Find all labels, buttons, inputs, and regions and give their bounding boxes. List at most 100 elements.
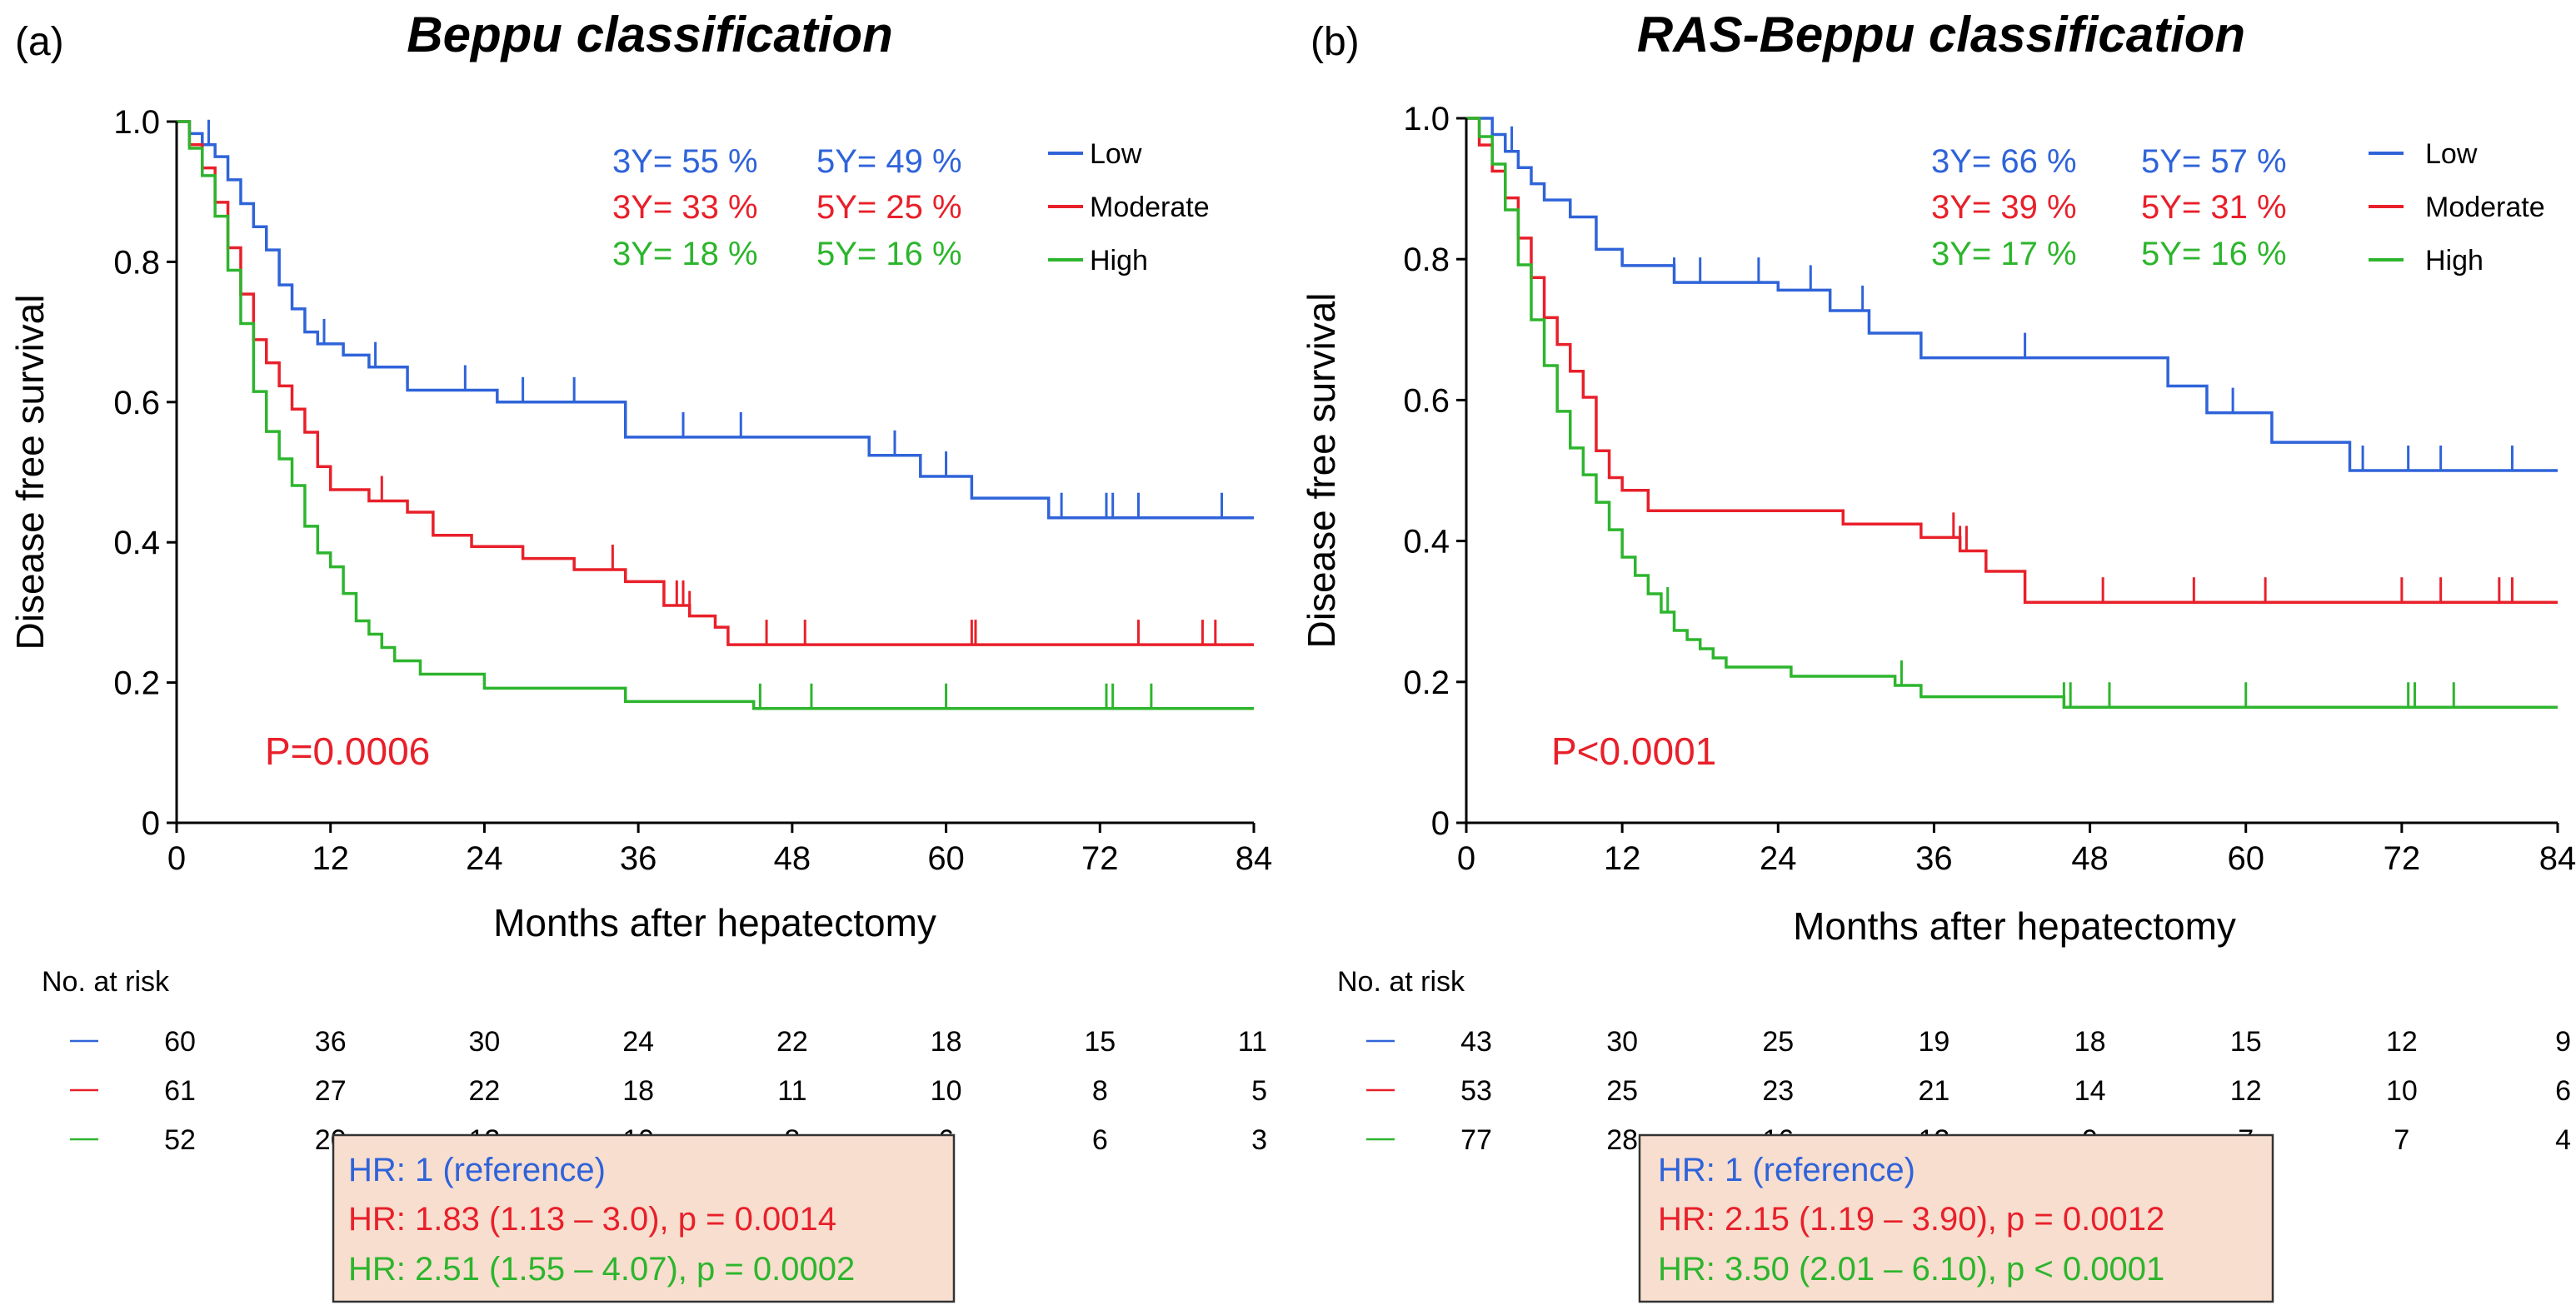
x-tick-label: 24 <box>1760 840 1797 877</box>
x-tick-label: 12 <box>312 840 349 877</box>
legend: Low Moderate High <box>1048 138 1210 276</box>
risk-value-moderate: 5 <box>1251 1075 1267 1107</box>
panel-a: (a) Beppu classification 0 0.2 0.4 0.6 0.8 1.… <box>8 7 1272 1303</box>
risk-value-low: 36 <box>315 1026 347 1058</box>
x-axis-title: Months after hepatectomy <box>1793 904 2236 948</box>
risk-value-low: 15 <box>1084 1026 1116 1058</box>
moderate-3y-rate: 3Y= 33 % <box>612 189 758 226</box>
x-tick-label: 48 <box>774 840 811 877</box>
hr-high: HR: 2.51 (1.55 – 4.07), p = 0.0002 <box>348 1251 855 1288</box>
legend-label-high: High <box>1090 245 1148 276</box>
hr-moderate: HR: 2.15 (1.19 – 3.90), p = 0.0012 <box>1658 1201 2164 1238</box>
x-tick-label: 60 <box>2227 840 2264 877</box>
risk-value-low: 60 <box>164 1026 196 1058</box>
risk-value-high: 28 <box>1606 1124 1638 1156</box>
risk-value-moderate: 27 <box>315 1075 347 1107</box>
high-3y-rate: 3Y= 18 % <box>612 236 758 272</box>
panel-title: RAS-Beppu classification <box>1637 7 2245 62</box>
legend: Low Moderate High <box>2369 138 2545 276</box>
x-tick-label: 24 <box>466 840 503 877</box>
y-tick-label: 0.8 <box>113 244 160 281</box>
survival-rates: 3Y= 66 % 5Y= 57 % 3Y= 39 % 5Y= 31 % 3Y= … <box>1931 143 2287 272</box>
hr-low: HR: 1 (reference) <box>348 1152 606 1188</box>
x-tick-label: 36 <box>620 840 657 877</box>
legend-label-moderate: Moderate <box>2425 192 2545 223</box>
x-tick-label: 48 <box>2071 840 2109 877</box>
risk-value-low: 18 <box>2074 1026 2106 1058</box>
survival-rates: 3Y= 55 % 5Y= 49 % 3Y= 33 % 5Y= 25 % 3Y= … <box>612 143 962 272</box>
risk-value-low: 25 <box>1762 1026 1794 1058</box>
risk-value-low: 24 <box>622 1026 654 1058</box>
risk-value-low: 19 <box>1919 1026 1950 1058</box>
risk-value-moderate: 18 <box>622 1075 654 1107</box>
risk-value-moderate: 23 <box>1762 1075 1794 1107</box>
risk-rows: 4330251918151295325232114121067728161297… <box>1366 1026 2571 1156</box>
panel-title: Beppu classification <box>407 7 892 62</box>
low-3y-rate: 3Y= 66 % <box>1931 143 2077 180</box>
high-3y-rate: 3Y= 17 % <box>1931 236 2077 272</box>
y-tick-label: 0.6 <box>113 385 160 421</box>
x-tick-label: 12 <box>1604 840 1641 877</box>
panel-label: (b) <box>1310 20 1360 64</box>
moderate-5y-rate: 5Y= 25 % <box>816 189 962 226</box>
curve-moderate <box>1466 117 2558 604</box>
curve-high <box>177 120 1254 710</box>
risk-value-low: 18 <box>931 1026 962 1058</box>
hr-low: HR: 1 (reference) <box>1658 1152 1915 1188</box>
legend-label-low: Low <box>2425 138 2478 170</box>
survival-curves <box>177 119 1254 710</box>
y-ticks: 0 0.2 0.4 0.6 0.8 1.0 <box>1403 101 1466 842</box>
risk-value-high: 6 <box>1092 1124 1108 1156</box>
risk-value-high: 7 <box>2394 1124 2409 1156</box>
risk-value-moderate: 10 <box>2386 1075 2418 1107</box>
risk-value-low: 22 <box>776 1026 808 1058</box>
legend-label-moderate: Moderate <box>1090 192 1210 223</box>
x-ticks: 0 12 24 36 48 60 72 84 <box>167 823 1272 877</box>
risk-value-moderate: 12 <box>2230 1075 2262 1107</box>
risk-value-moderate: 53 <box>1460 1075 1492 1107</box>
y-tick-label: 0 <box>1431 805 1450 842</box>
y-tick-label: 0.4 <box>1403 524 1450 560</box>
curve-high <box>1466 117 2558 710</box>
y-tick-label: 0.2 <box>1403 665 1450 701</box>
risk-value-low: 30 <box>1606 1026 1638 1058</box>
risk-value-low: 12 <box>2386 1026 2418 1058</box>
p-value: P<0.0001 <box>1551 730 1716 773</box>
risk-value-high: 4 <box>2555 1124 2571 1156</box>
x-tick-label: 0 <box>167 840 186 877</box>
x-ticks: 0 12 24 36 48 60 72 84 <box>1457 823 2576 877</box>
risk-value-high: 3 <box>1251 1124 1267 1156</box>
survival-curves <box>1466 117 2558 710</box>
risk-value-low: 43 <box>1460 1026 1492 1058</box>
low-5y-rate: 5Y= 57 % <box>2141 143 2287 180</box>
hr-box-background <box>332 1133 956 1303</box>
y-tick-label: 1.0 <box>113 104 160 141</box>
x-tick-label: 72 <box>1081 840 1119 877</box>
low-3y-rate: 3Y= 55 % <box>612 143 758 180</box>
hr-box-background <box>1638 1133 2274 1303</box>
y-tick-label: 0.2 <box>113 665 160 702</box>
risk-value-moderate: 14 <box>2074 1075 2106 1107</box>
x-tick-label: 60 <box>927 840 965 877</box>
x-tick-label: 84 <box>2539 840 2576 877</box>
hr-high: HR: 3.50 (2.01 – 6.10), p < 0.0001 <box>1658 1251 2164 1288</box>
hazard-ratio-box: HR: 1 (reference) HR: 1.83 (1.13 – 3.0),… <box>332 1133 956 1303</box>
hazard-ratio-box: HR: 1 (reference) HR: 2.15 (1.19 – 3.90)… <box>1638 1133 2274 1303</box>
high-5y-rate: 5Y= 16 % <box>2141 236 2287 272</box>
x-tick-label: 84 <box>1236 840 1273 877</box>
risk-value-moderate: 8 <box>1092 1075 1108 1107</box>
y-tick-label: 0.8 <box>1403 242 1450 278</box>
x-tick-label: 36 <box>1915 840 1953 877</box>
risk-value-low: 15 <box>2230 1026 2262 1058</box>
risk-value-moderate: 25 <box>1606 1075 1638 1107</box>
y-axis-title: Disease free survival <box>1300 293 1343 649</box>
risk-value-low: 9 <box>2555 1026 2571 1058</box>
x-axis-title: Months after hepatectomy <box>493 901 936 944</box>
risk-table-title: No. at risk <box>1337 966 1465 998</box>
risk-value-moderate: 21 <box>1919 1075 1950 1107</box>
y-tick-label: 0 <box>142 805 160 842</box>
panel-b: (b) RAS-Beppu classification 00.20.40.60… <box>1300 7 2576 1303</box>
risk-value-moderate: 6 <box>2555 1075 2571 1107</box>
risk-value-high: 77 <box>1460 1124 1492 1156</box>
